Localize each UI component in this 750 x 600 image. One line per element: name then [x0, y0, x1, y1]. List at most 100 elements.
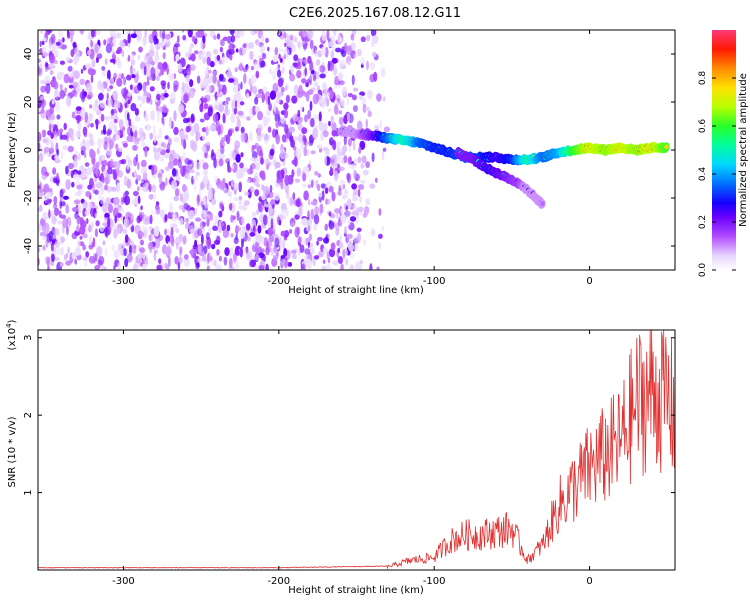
noise-speckle [183, 203, 189, 210]
noise-speckle [119, 247, 124, 256]
noise-speckle [122, 142, 128, 148]
noise-speckle [261, 235, 265, 246]
noise-speckle [200, 40, 204, 50]
noise-speckle [65, 56, 70, 61]
snr-series [38, 330, 675, 570]
noise-speckle [251, 146, 255, 154]
noise-speckle [174, 255, 179, 265]
noise-speckle [324, 187, 329, 194]
noise-speckle [272, 204, 275, 209]
noise-speckle [48, 147, 55, 154]
noise-speckle [226, 224, 231, 232]
noise-speckle [328, 108, 332, 113]
noise-speckle [306, 258, 312, 270]
noise-speckle [265, 263, 269, 270]
noise-speckle [356, 120, 363, 131]
noise-speckle [189, 169, 195, 174]
noise-speckle [233, 237, 239, 245]
noise-speckle [88, 244, 94, 250]
noise-speckle [138, 46, 143, 53]
noise-speckle [63, 195, 69, 200]
noise-speckle [148, 242, 154, 250]
noise-speckle [104, 246, 108, 257]
noise-speckle [339, 63, 344, 68]
noise-speckle [51, 44, 57, 55]
noise-speckle [130, 59, 136, 66]
noise-speckle [353, 53, 357, 59]
noise-speckle [83, 152, 87, 159]
noise-speckle [189, 64, 196, 71]
noise-speckle [191, 140, 198, 152]
noise-speckle [331, 191, 336, 202]
noise-speckle [290, 119, 295, 125]
noise-speckle [337, 256, 343, 264]
noise-speckle [134, 85, 140, 94]
noise-speckle [124, 234, 129, 244]
noise-speckle [65, 165, 69, 175]
noise-speckle [163, 92, 169, 98]
noise-speckle [112, 90, 118, 101]
noise-speckle [212, 74, 217, 84]
noise-speckle [337, 247, 341, 253]
noise-speckle [254, 162, 260, 171]
noise-speckle [340, 208, 344, 214]
noise-speckle [206, 265, 210, 270]
noise-speckle [369, 263, 373, 270]
noise-speckle [197, 30, 204, 38]
noise-speckle [235, 226, 241, 232]
noise-speckle [102, 202, 108, 214]
noise-speckle [174, 188, 180, 197]
noise-speckle [251, 65, 254, 71]
noise-speckle [100, 113, 105, 122]
noise-speckle [361, 96, 367, 106]
noise-speckle [60, 201, 66, 207]
noise-speckle [353, 158, 357, 165]
noise-speckle [334, 104, 339, 115]
noise-speckle [383, 96, 386, 102]
noise-speckle [259, 170, 266, 179]
noise-speckle [128, 244, 132, 253]
noise-speckle [134, 224, 141, 235]
noise-speckle [321, 82, 327, 90]
noise-speckle [254, 96, 259, 105]
noise-speckle [154, 238, 161, 249]
noise-speckle [51, 100, 55, 105]
noise-speckle [77, 190, 82, 197]
noise-speckle [278, 48, 284, 53]
noise-speckle [369, 183, 376, 189]
noise-speckle [202, 196, 207, 206]
noise-speckle [118, 207, 125, 214]
noise-speckle [89, 133, 94, 144]
noise-speckle [307, 30, 314, 40]
noise-speckle [374, 177, 378, 184]
noise-speckle [142, 35, 147, 47]
noise-speckle [133, 70, 137, 75]
noise-speckle [216, 54, 221, 61]
noise-speckle [79, 165, 85, 172]
noise-speckle [350, 33, 355, 41]
noise-speckle [358, 184, 365, 190]
noise-speckle [190, 53, 196, 62]
noise-speckle [126, 179, 132, 189]
noise-speckle [123, 248, 127, 257]
noise-speckle [90, 39, 93, 48]
noise-speckle [127, 54, 131, 62]
noise-speckle [97, 80, 103, 90]
noise-speckle [337, 190, 342, 196]
noise-speckle [140, 166, 148, 174]
noise-speckle [280, 169, 285, 177]
noise-speckle [103, 140, 108, 151]
noise-speckle [297, 120, 302, 131]
noise-speckle [103, 39, 107, 46]
noise-speckle [291, 249, 297, 254]
noise-speckle [267, 126, 272, 133]
noise-speckle [50, 142, 54, 149]
noise-speckle [40, 96, 44, 101]
noise-speckle [85, 82, 93, 93]
noise-speckle [349, 253, 356, 259]
noise-speckle [152, 193, 157, 201]
noise-speckle [100, 130, 104, 136]
noise-speckle [42, 52, 49, 57]
noise-speckle [38, 188, 45, 193]
snr-frame [37, 329, 676, 571]
